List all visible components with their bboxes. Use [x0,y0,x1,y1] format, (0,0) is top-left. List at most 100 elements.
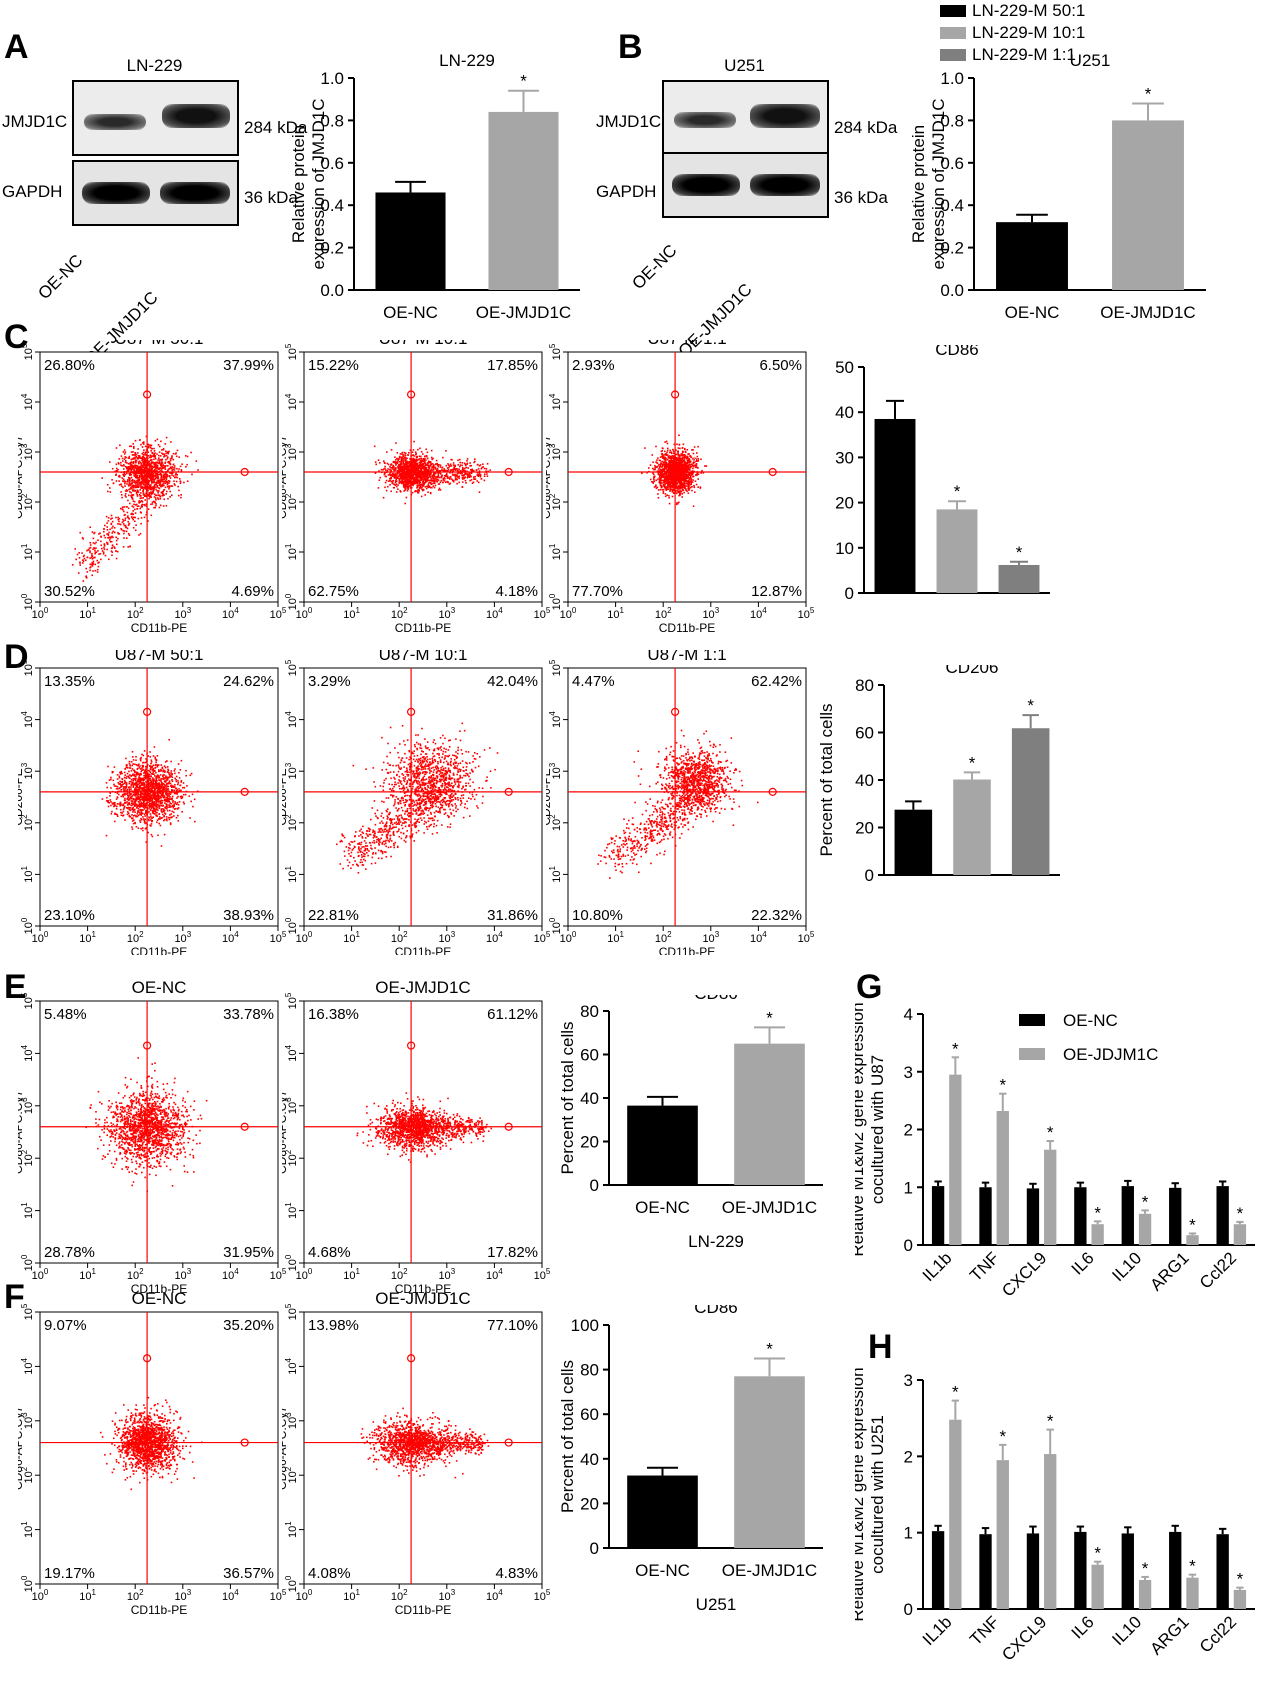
flow-dot [141,504,143,507]
flow-dot [671,482,674,484]
flow-dot [660,476,662,478]
flow-dot [128,466,130,468]
flow-dot [685,468,688,471]
flow-dot [158,462,160,464]
bar [949,1419,962,1609]
flow-dot [394,461,396,463]
flow-dot [384,486,386,489]
flow-dot [139,457,142,459]
flow-dot [685,476,687,479]
flow-dot [414,472,416,474]
flow-dot [679,447,681,450]
flow-dot [413,474,415,476]
flow-dot [140,492,142,494]
flow-dot [156,461,158,464]
flow-dot [93,531,96,534]
flow-dot [159,467,161,469]
tick-exponent: 4 [762,606,767,615]
flow-dot [107,537,110,539]
tick-exponent: 1 [548,543,557,548]
flow-dot [104,536,107,539]
flow-dot [477,463,479,466]
flow-dot [684,469,686,472]
flow-dot [458,468,460,470]
flow-dot [147,474,149,477]
flow-dot [448,483,451,485]
flow-dot [126,490,128,492]
flow-dot [154,464,156,466]
flow-dot [660,463,663,465]
flow-dot [654,467,656,469]
flow-dot [438,476,441,479]
x-tick-label: ARG1 [1147,1612,1193,1658]
flow-dot [148,463,150,465]
flow-dot [417,489,419,491]
flow-dot [83,554,85,557]
flow-dot [111,517,113,519]
flow-dot [431,480,433,482]
flow-dot [679,484,682,487]
flow-dot [692,465,695,468]
flow-dot [129,491,131,493]
flow-dot [697,445,699,448]
x-tick-label: 101 [343,606,360,621]
flow-dot [78,557,81,559]
flow-dot [419,484,422,486]
flow-dot [665,453,667,455]
flow-dot [165,454,168,457]
flow-dot [160,461,163,464]
flow-dot [412,471,415,474]
flow-dot [662,476,665,478]
flow-dot [389,479,391,482]
bar [1026,1188,1040,1245]
flow-dot [408,452,410,454]
flow-dot [684,454,686,457]
flow-dot [132,462,135,464]
flow-dot [85,576,87,578]
flow-dot [446,467,449,469]
flow-dot [133,503,135,506]
flow-dot [432,485,435,487]
flow-dot [145,435,148,438]
flow-dot [678,478,681,481]
flow-dot [126,483,128,485]
tick-exponent: 1 [355,606,360,615]
flow-dot [663,463,666,466]
flow-dot [667,480,669,483]
flow-dot [471,470,473,472]
flow-dot [130,468,133,470]
flow-dot [101,477,103,479]
flow-dot [689,472,691,475]
flow-dot [670,464,673,466]
flow-dot [414,479,417,481]
flow-dot [151,480,153,483]
flow-dot [463,476,466,479]
flow-dot [126,467,128,469]
flow-dot [461,462,464,464]
x-tick-label: OE-NC [635,1198,690,1217]
quadrant-percent-ul: 26.80% [44,357,95,374]
flow-dot [692,452,695,455]
flow-dot [167,480,170,482]
flow-dot [151,451,154,454]
flow-dot [665,489,668,491]
flow-dot [412,460,414,463]
flow-dot [671,490,674,493]
flow-dot [103,543,106,545]
flow-dot [670,475,672,477]
flow-dot [479,475,482,478]
flow-dot [420,461,422,463]
flow-title: U87-M 1:1 [647,340,726,348]
y-tick-label: 4 [904,1005,913,1024]
y-tick-label: 104 [548,393,563,410]
flow-dot [694,480,697,482]
flow-dot [169,477,172,479]
flow-dot [160,480,163,483]
flow-plot-c-3: U87-M 1:1P22.93%6.50%77.70%12.87%1001011… [546,340,815,635]
significance-star: * [999,1427,1006,1446]
flow-dot [435,476,438,479]
flow-dot [136,481,139,484]
flow-dot [415,478,418,480]
flow-dot [675,489,677,492]
